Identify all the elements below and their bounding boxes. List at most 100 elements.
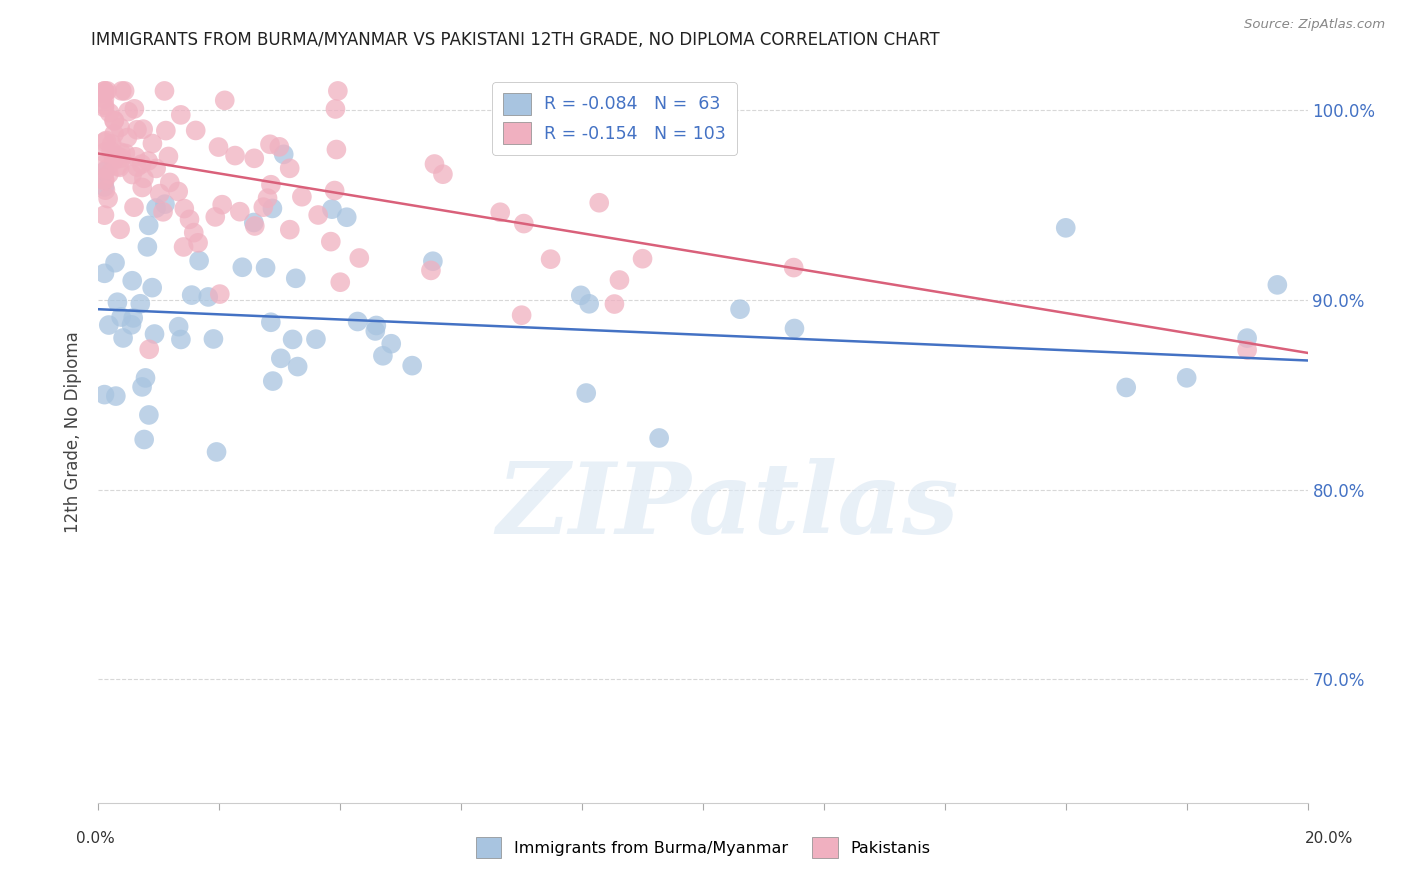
Point (96, 161, 118, 176)
Point (105, 148, 128, 162)
Point (153, 197, 176, 211)
Point (159, 176, 181, 190)
Point (231, 260, 253, 275)
Point (243, 219, 266, 233)
Point (329, 275, 352, 289)
Text: 0.0%: 0.0% (76, 831, 115, 846)
Point (170, 108, 193, 122)
Point (136, 240, 159, 254)
Point (319, 235, 342, 249)
Point (121, 274, 143, 288)
Point (124, 150, 146, 164)
Point (93, 157, 115, 171)
Point (728, 302, 751, 317)
Point (252, 200, 274, 214)
Point (173, 240, 195, 254)
Point (423, 157, 446, 171)
Point (648, 431, 671, 445)
Point (214, 94, 236, 108)
Point (107, 159, 129, 173)
Point (489, 205, 512, 219)
Point (336, 211, 359, 225)
Point (131, 380, 153, 394)
Point (110, 145, 132, 160)
Point (97, 192, 120, 206)
Point (284, 271, 307, 285)
Point (278, 222, 301, 236)
Point (103, 153, 125, 168)
Point (1054, 220, 1077, 235)
Point (107, 295, 129, 310)
Point (202, 332, 225, 346)
Point (205, 445, 228, 459)
Text: 20.0%: 20.0% (1305, 831, 1353, 846)
Point (349, 251, 371, 265)
Point (291, 190, 314, 204)
Point (273, 147, 295, 161)
Point (281, 333, 304, 347)
Point (110, 310, 132, 324)
Point (145, 201, 167, 215)
Point (101, 136, 124, 151)
Point (183, 226, 205, 240)
Point (262, 202, 284, 216)
Point (93, 208, 115, 222)
Point (138, 219, 160, 233)
Point (256, 191, 278, 205)
Point (346, 314, 368, 328)
Point (540, 252, 562, 267)
Point (143, 326, 166, 341)
Point (170, 333, 193, 347)
Y-axis label: 12th Grade, No Diploma: 12th Grade, No Diploma (65, 332, 83, 533)
Point (229, 204, 252, 219)
Point (179, 212, 201, 227)
Point (325, 102, 347, 116)
Point (188, 253, 211, 268)
Point (432, 167, 454, 181)
Text: Source: ZipAtlas.com: Source: ZipAtlas.com (1244, 18, 1385, 31)
Point (122, 310, 145, 325)
Point (184, 123, 207, 137)
Point (321, 202, 343, 216)
Point (141, 280, 163, 294)
Point (117, 130, 139, 145)
Text: ZIPatlas: ZIPatlas (496, 458, 959, 555)
Point (93, 164, 115, 178)
Point (141, 136, 163, 151)
Point (134, 433, 156, 447)
Point (96, 84, 118, 98)
Point (136, 153, 159, 168)
Point (187, 235, 209, 250)
Point (422, 254, 444, 268)
Point (260, 178, 283, 192)
Point (108, 161, 131, 175)
Point (124, 102, 146, 116)
Point (93, 180, 115, 194)
Legend: Immigrants from Burma/Myanmar, Pakistanis: Immigrants from Burma/Myanmar, Pakistani… (470, 831, 936, 864)
Point (93, 101, 115, 115)
Point (103, 113, 125, 128)
Point (366, 318, 388, 333)
Point (117, 104, 139, 119)
Point (93, 145, 115, 160)
Legend: R = -0.084   N =  63, R = -0.154   N = 103: R = -0.084 N = 63, R = -0.154 N = 103 (492, 82, 737, 154)
Point (110, 151, 132, 165)
Point (131, 157, 153, 171)
Point (278, 161, 301, 176)
Point (575, 386, 598, 401)
Point (259, 137, 281, 152)
Point (305, 332, 328, 346)
Point (588, 195, 610, 210)
Point (420, 263, 443, 277)
Point (108, 222, 131, 236)
Point (121, 168, 143, 182)
Point (260, 315, 283, 329)
Point (138, 408, 160, 422)
Point (98, 105, 121, 120)
Point (211, 197, 233, 211)
Point (1267, 277, 1289, 292)
Point (93, 84, 115, 98)
Point (364, 324, 387, 338)
Point (254, 260, 277, 275)
Point (138, 343, 160, 357)
